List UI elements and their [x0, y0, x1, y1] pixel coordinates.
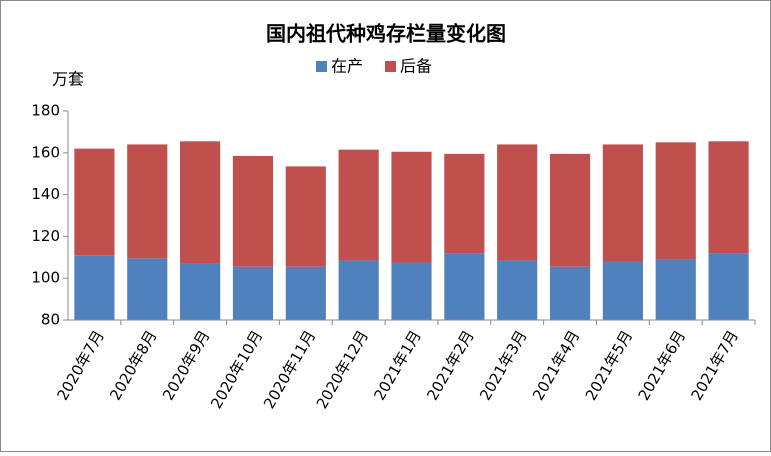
bar-segment [74, 255, 115, 320]
legend-label: 后备 [400, 57, 432, 76]
bar-segment [708, 253, 749, 320]
bar-segment [444, 253, 485, 320]
bar-segment [338, 149, 379, 261]
legend-swatch [385, 61, 397, 72]
legend-swatch [316, 61, 327, 72]
chart-title: 国内祖代种鸡存栏量变化图 [266, 22, 506, 46]
y-tick-label: 80 [41, 311, 60, 329]
bar-segment [549, 266, 591, 320]
bar-segment [127, 258, 168, 320]
bar-segment [655, 259, 696, 320]
y-tick-label: 180 [31, 102, 60, 120]
bar-segment [708, 141, 749, 254]
bar-segment [602, 261, 643, 320]
y-tick-label: 160 [31, 143, 60, 161]
bar-segment [180, 141, 221, 264]
bar-segment [74, 148, 115, 256]
bar-segment [655, 142, 696, 260]
legend-label: 在产 [331, 57, 363, 76]
bar-segment [549, 153, 591, 267]
bar-segment [391, 262, 432, 320]
bar-segment [180, 263, 221, 320]
bar-segment [444, 153, 485, 254]
bar-segment [285, 266, 326, 320]
y-tick-label: 120 [31, 227, 60, 245]
bar-segment [285, 166, 326, 267]
y-axis-label: 万套 [52, 70, 84, 89]
bar-segment [602, 144, 643, 262]
bar-segment [497, 144, 538, 261]
bar-segment [127, 144, 168, 259]
bar-segment [391, 151, 432, 263]
bar-segment [338, 260, 379, 320]
bar-segment [232, 155, 274, 267]
bar-segment [232, 266, 274, 320]
bar-segment [497, 260, 538, 320]
y-tick-label: 140 [31, 185, 60, 203]
bars [74, 141, 749, 320]
y-tick-label: 100 [31, 269, 60, 287]
